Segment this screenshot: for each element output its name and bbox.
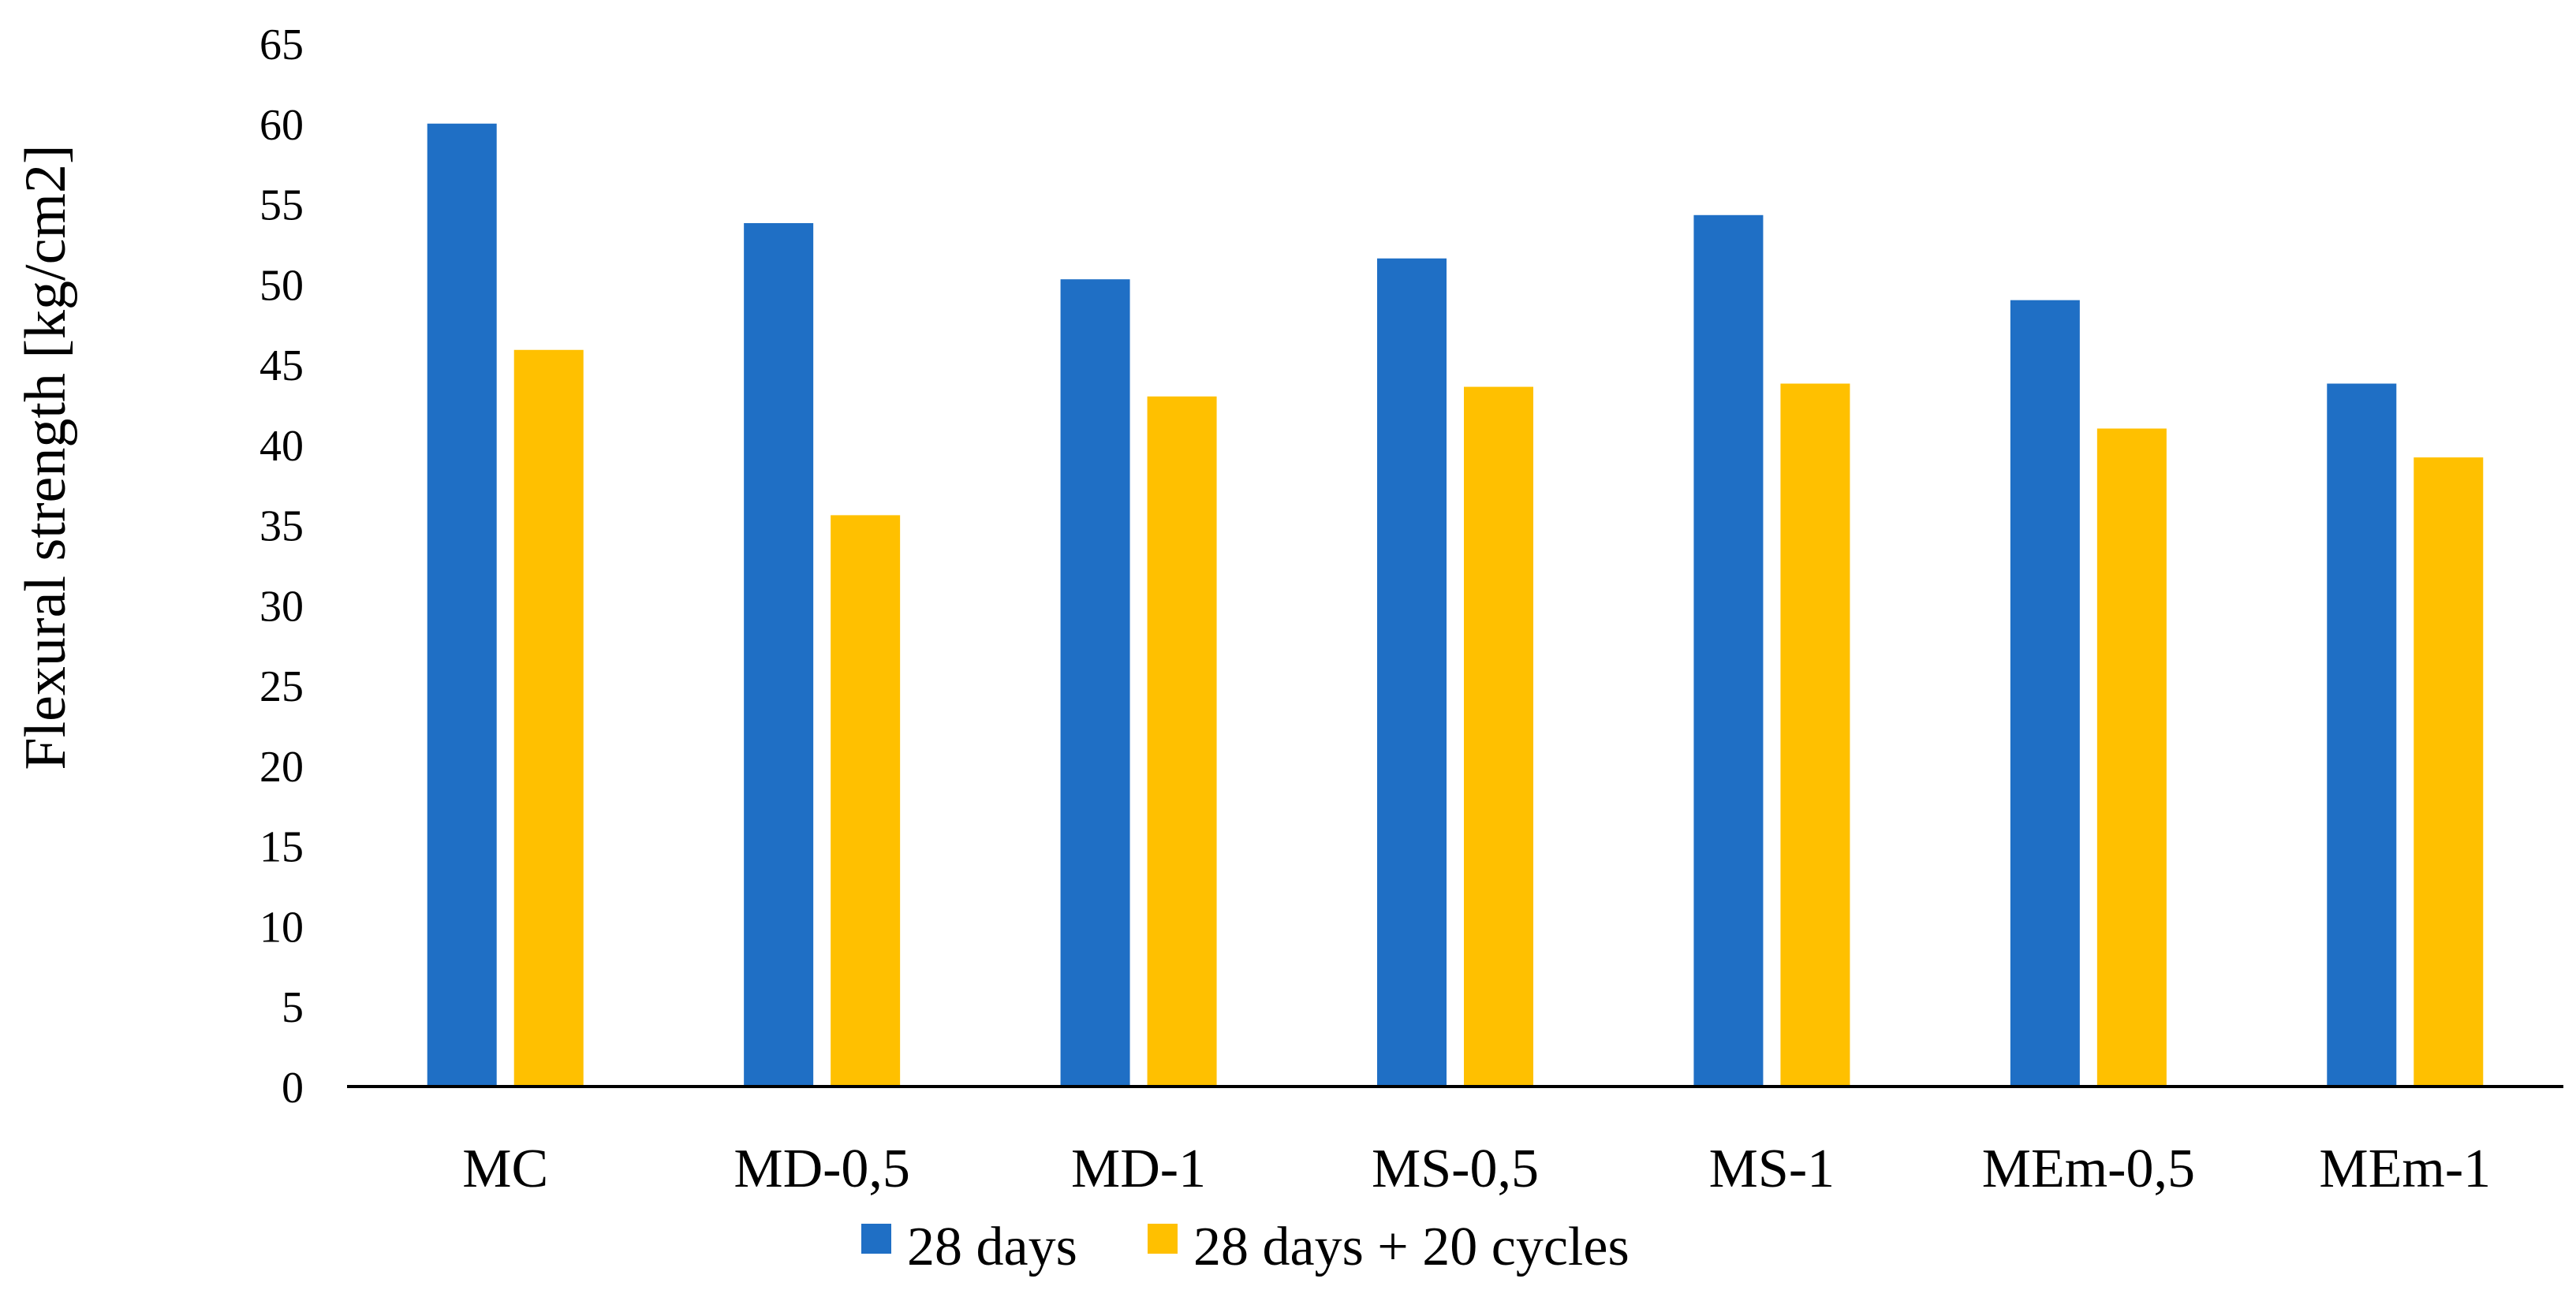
bar-md-1-series-0 — [1060, 279, 1130, 1087]
y-axis-label: Flexural strength [kg/cm2] — [13, 144, 78, 770]
y-tick-label: 30 — [259, 582, 304, 631]
bar-ms-0-5-series-0 — [1377, 258, 1447, 1087]
x-category-label: MD-0,5 — [734, 1139, 910, 1199]
bar-mc-series-0 — [427, 123, 497, 1087]
x-category-label: MS-1 — [1709, 1139, 1835, 1199]
x-category-label: MS-0,5 — [1372, 1139, 1539, 1199]
bar-mc-series-1 — [513, 349, 584, 1087]
y-tick-label: 65 — [259, 21, 304, 69]
y-tick-label: 0 — [282, 1064, 304, 1113]
x-category-label: MD-1 — [1071, 1139, 1206, 1199]
y-tick-label: 25 — [259, 662, 304, 711]
legend: 28 days 28 days + 20 cycles — [861, 1217, 1630, 1277]
y-tick-label: 15 — [259, 823, 304, 872]
y-axis-ticks: 0 5 10 15 20 25 30 35 40 45 50 55 60 65 — [259, 21, 304, 1113]
legend-label-28-days-20-cycles: 28 days + 20 cycles — [1193, 1217, 1630, 1277]
x-category-label: MC — [462, 1139, 548, 1199]
bar-ms-1-series-1 — [1780, 383, 1850, 1087]
x-category-label: MEm-1 — [2319, 1139, 2491, 1199]
y-tick-label: 35 — [259, 502, 304, 551]
bar-md-0-5-series-0 — [744, 222, 814, 1087]
y-tick-label: 55 — [259, 181, 304, 230]
y-tick-label: 50 — [259, 261, 304, 310]
bar-md-1-series-1 — [1147, 396, 1217, 1087]
legend-swatch-28-days-20-cycles — [1148, 1224, 1178, 1254]
y-tick-label: 10 — [259, 903, 304, 952]
y-tick-label: 60 — [259, 101, 304, 150]
bar-mem-1-series-1 — [2414, 457, 2484, 1087]
bar-ms-0-5-series-1 — [1464, 386, 1533, 1087]
bars — [427, 123, 2484, 1087]
y-tick-label: 20 — [259, 743, 304, 792]
x-category-label: MEm-0,5 — [1982, 1139, 2195, 1199]
bar-md-0-5-series-1 — [831, 515, 901, 1087]
bar-mem-0-5-series-1 — [2096, 428, 2167, 1087]
y-tick-label: 40 — [259, 422, 304, 471]
legend-swatch-28-days — [861, 1224, 891, 1254]
bar-ms-1-series-0 — [1693, 214, 1764, 1087]
bar-mem-1-series-0 — [2327, 383, 2397, 1087]
bar-mem-0-5-series-0 — [2010, 300, 2080, 1087]
y-tick-label: 45 — [259, 341, 304, 390]
legend-label-28-days: 28 days — [907, 1217, 1077, 1277]
y-tick-label: 5 — [282, 983, 304, 1032]
x-axis-categories: MC MD-0,5 MD-1 MS-0,5 MS-1 MEm-0,5 MEm-1 — [462, 1139, 2491, 1199]
